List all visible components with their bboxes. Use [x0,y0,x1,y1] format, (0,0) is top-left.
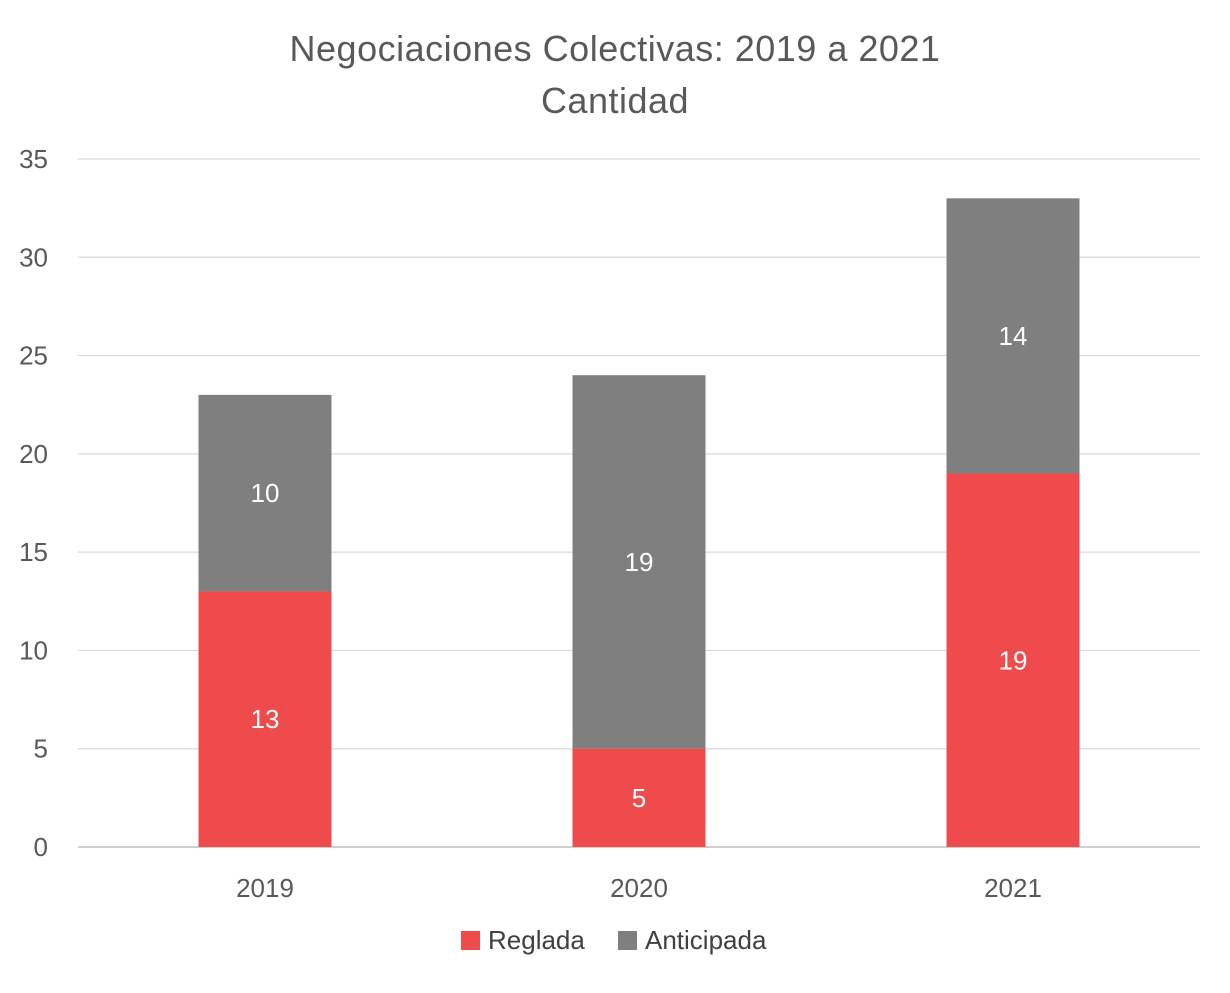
bar-anticipada-2019 [198,394,332,592]
bar-anticipada-2021 [946,198,1080,474]
chart-subtitle: Cantidad [540,80,690,121]
chart-title: Negociaciones Colectivas: 2019 a 2021 [289,28,941,69]
y-tick-label: 25 [19,341,48,371]
legend-label-reglada: Reglada [488,925,585,955]
data-label: 14 [999,321,1028,351]
y-tick-label: 15 [19,537,48,567]
bar-reglada-2021 [946,473,1080,847]
y-tick-label: 30 [19,242,48,272]
y-tick-label: 5 [34,734,48,764]
data-label: 5 [632,783,646,813]
data-label: 10 [251,478,280,508]
bar-reglada-2020 [572,748,706,847]
x-tick-label: 2021 [984,873,1042,903]
y-tick-label: 0 [34,832,48,862]
data-label: 19 [999,645,1028,675]
x-tick-label: 2019 [236,873,294,903]
data-label: 19 [625,547,654,577]
legend-label-anticipada: Anticipada [645,925,767,955]
data-label: 13 [251,704,280,734]
bar-reglada-2019 [198,591,332,847]
legend-swatch-reglada [461,931,480,950]
y-tick-label: 35 [19,144,48,174]
y-tick-label: 20 [19,439,48,469]
legend-swatch-anticipada [618,931,637,950]
y-tick-label: 10 [19,635,48,665]
bar-anticipada-2020 [572,375,706,749]
x-tick-label: 2020 [610,873,668,903]
